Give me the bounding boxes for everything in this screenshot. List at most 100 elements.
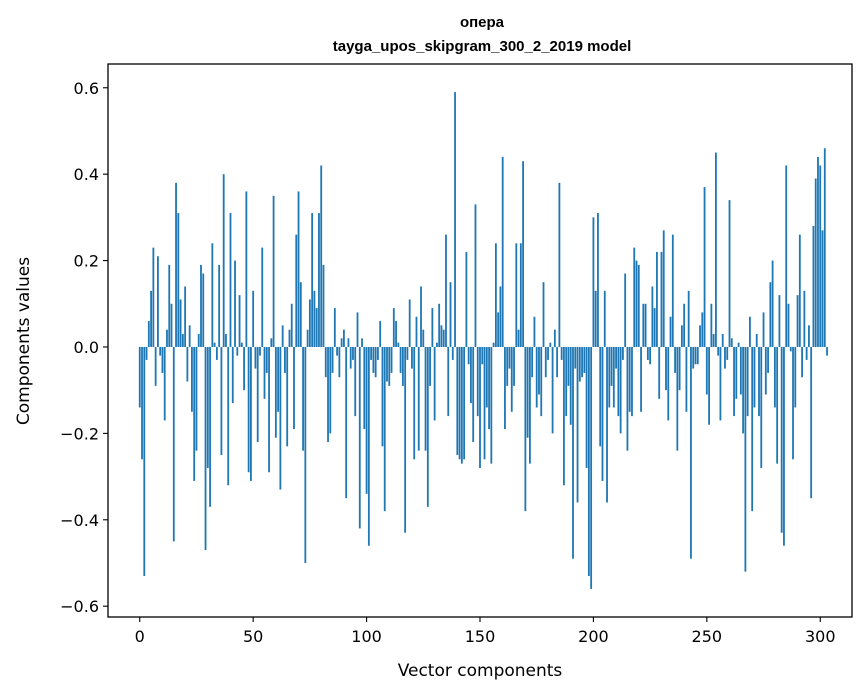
bar-280 [773, 346, 776, 408]
bar-224 [646, 346, 649, 360]
bar-92 [347, 338, 350, 347]
bar-101 [367, 346, 370, 546]
bar-261 [730, 338, 733, 347]
bar-57 [268, 346, 270, 473]
bar-301 [821, 230, 824, 347]
bar-260 [728, 200, 731, 347]
bar-1 [141, 346, 143, 460]
bar-77 [313, 290, 316, 347]
bar-50 [252, 290, 255, 347]
chart-title-line-2: tayga_upos_skipgram_300_2_2019 model [333, 38, 632, 55]
bar-13 [168, 264, 171, 347]
bar-278 [769, 282, 772, 347]
bar-237 [676, 346, 679, 451]
bar-150 [479, 346, 481, 468]
bar-206 [606, 346, 608, 503]
bar-269 [749, 316, 751, 347]
bar-138 [451, 346, 454, 360]
bar-234 [669, 316, 672, 347]
x-tick-label: 250 [692, 627, 723, 646]
bar-124 [420, 286, 422, 347]
bar-144 [465, 251, 468, 347]
bar-120 [411, 346, 413, 369]
bar-162 [506, 346, 509, 386]
bar-160 [501, 156, 504, 347]
bar-102 [370, 346, 373, 360]
bar-240 [683, 303, 686, 347]
bar-256 [719, 346, 722, 421]
bar-158 [497, 312, 500, 347]
bar-72 [302, 346, 304, 451]
y-tick-label: 0.2 [74, 252, 99, 271]
bar-53 [259, 346, 261, 356]
bar-219 [635, 260, 638, 347]
x-tick-label: 300 [805, 627, 836, 646]
bar-262 [733, 346, 735, 417]
x-axis-label: Vector components [398, 661, 563, 681]
bar-134 [442, 329, 445, 347]
bar-93 [349, 346, 352, 369]
bar-193 [576, 346, 579, 503]
bar-300 [819, 165, 822, 347]
bar-296 [810, 346, 813, 499]
bar-137 [449, 282, 452, 347]
bar-241 [685, 346, 688, 412]
bar-4 [147, 321, 150, 347]
bar-184 [556, 346, 559, 378]
bar-40 [229, 213, 232, 347]
bar-123 [417, 346, 420, 451]
bar-151 [481, 346, 484, 365]
bar-31 [209, 346, 211, 507]
bar-191 [572, 346, 574, 559]
y-axis-ticks: −0.6 −0.4 −0.2 0.0 0.2 0.4 0.6 [60, 79, 108, 616]
bar-111 [390, 346, 393, 373]
bar-61 [277, 346, 280, 412]
bar-3 [145, 346, 148, 360]
bar-36 [220, 346, 223, 455]
bar-121 [413, 346, 416, 460]
bar-198 [587, 346, 590, 576]
bar-116 [401, 346, 404, 386]
bar-153 [485, 346, 488, 408]
bar-209 [612, 346, 615, 408]
bar-294 [805, 346, 808, 360]
bar-135 [445, 234, 447, 347]
bar-0 [138, 346, 141, 408]
bar-163 [508, 346, 511, 369]
bar-222 [642, 303, 645, 347]
bar-112 [392, 308, 395, 347]
bar-210 [615, 346, 617, 369]
bar-62 [279, 346, 282, 490]
bar-66 [288, 329, 291, 347]
x-tick-label: 200 [578, 627, 609, 646]
bar-171 [526, 346, 529, 438]
bar-43 [236, 346, 239, 356]
bar-173 [531, 346, 534, 378]
x-tick-label: 50 [243, 627, 263, 646]
bar-181 [549, 342, 552, 347]
bar-125 [422, 329, 425, 347]
bar-80 [320, 165, 323, 347]
bar-293 [803, 290, 806, 347]
bar-203 [599, 346, 602, 447]
bar-167 [517, 329, 520, 347]
bar-213 [622, 346, 624, 360]
bar-299 [817, 156, 819, 347]
bars-group [138, 92, 828, 589]
bar-286 [787, 303, 790, 347]
bar-215 [626, 346, 629, 451]
bar-208 [610, 346, 613, 386]
bar-113 [395, 321, 397, 347]
bar-64 [284, 346, 286, 373]
bar-105 [377, 346, 379, 360]
bar-88 [338, 346, 341, 378]
bar-212 [619, 346, 622, 434]
bar-83 [327, 346, 329, 443]
bar-8 [157, 256, 159, 347]
y-axis-label: Components values [14, 257, 34, 425]
bar-196 [583, 346, 586, 373]
bar-276 [764, 346, 767, 395]
bar-149 [476, 346, 479, 417]
bar-108 [383, 346, 386, 512]
